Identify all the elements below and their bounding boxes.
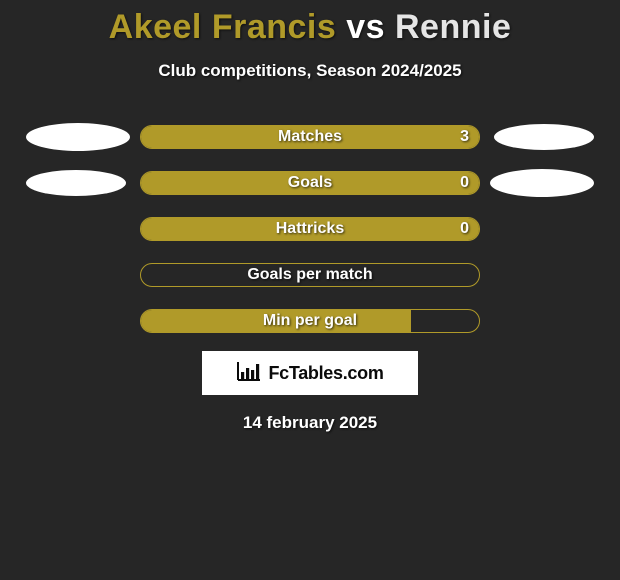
vs-separator: vs <box>346 8 385 46</box>
player-avatar <box>494 124 594 150</box>
player2-name: Rennie <box>395 8 511 46</box>
stat-row: Matches3 <box>0 125 620 149</box>
stat-bar: Goals per match <box>140 263 480 287</box>
stat-label: Min per goal <box>141 312 479 330</box>
stat-label: Goals <box>141 174 479 192</box>
player-avatar <box>26 123 130 151</box>
avatar-slot-right <box>490 124 600 150</box>
player1-name: Akeel Francis <box>109 8 337 46</box>
avatar-slot-left <box>20 170 130 196</box>
stat-rows: Matches3Goals0Hattricks0Goals per matchM… <box>0 125 620 333</box>
logo-container: FcTables.com <box>0 351 620 395</box>
avatar-slot-right <box>490 169 600 197</box>
avatar-slot-left <box>20 123 130 151</box>
stat-row: Goals per match <box>0 263 620 287</box>
date-label: 14 february 2025 <box>0 413 620 433</box>
stat-label: Goals per match <box>141 266 479 284</box>
stat-label: Matches <box>141 128 479 146</box>
page-title: Akeel Francis vs Rennie <box>0 8 620 47</box>
stat-value: 0 <box>460 220 469 238</box>
stat-row: Goals0 <box>0 171 620 195</box>
stat-bar: Goals0 <box>140 171 480 195</box>
subtitle: Club competitions, Season 2024/2025 <box>0 61 620 81</box>
stat-row: Hattricks0 <box>0 217 620 241</box>
stat-bar: Matches3 <box>140 125 480 149</box>
player-avatar <box>26 170 126 196</box>
stat-bar: Min per goal <box>140 309 480 333</box>
stat-label: Hattricks <box>141 220 479 238</box>
bar-chart-icon <box>236 360 262 387</box>
player-avatar <box>490 169 594 197</box>
comparison-infographic: Akeel Francis vs Rennie Club competition… <box>0 0 620 433</box>
stat-value: 3 <box>460 128 469 146</box>
stat-value: 0 <box>460 174 469 192</box>
logo-text: FcTables.com <box>268 363 383 384</box>
stat-bar: Hattricks0 <box>140 217 480 241</box>
fctables-logo: FcTables.com <box>202 351 418 395</box>
stat-row: Min per goal <box>0 309 620 333</box>
